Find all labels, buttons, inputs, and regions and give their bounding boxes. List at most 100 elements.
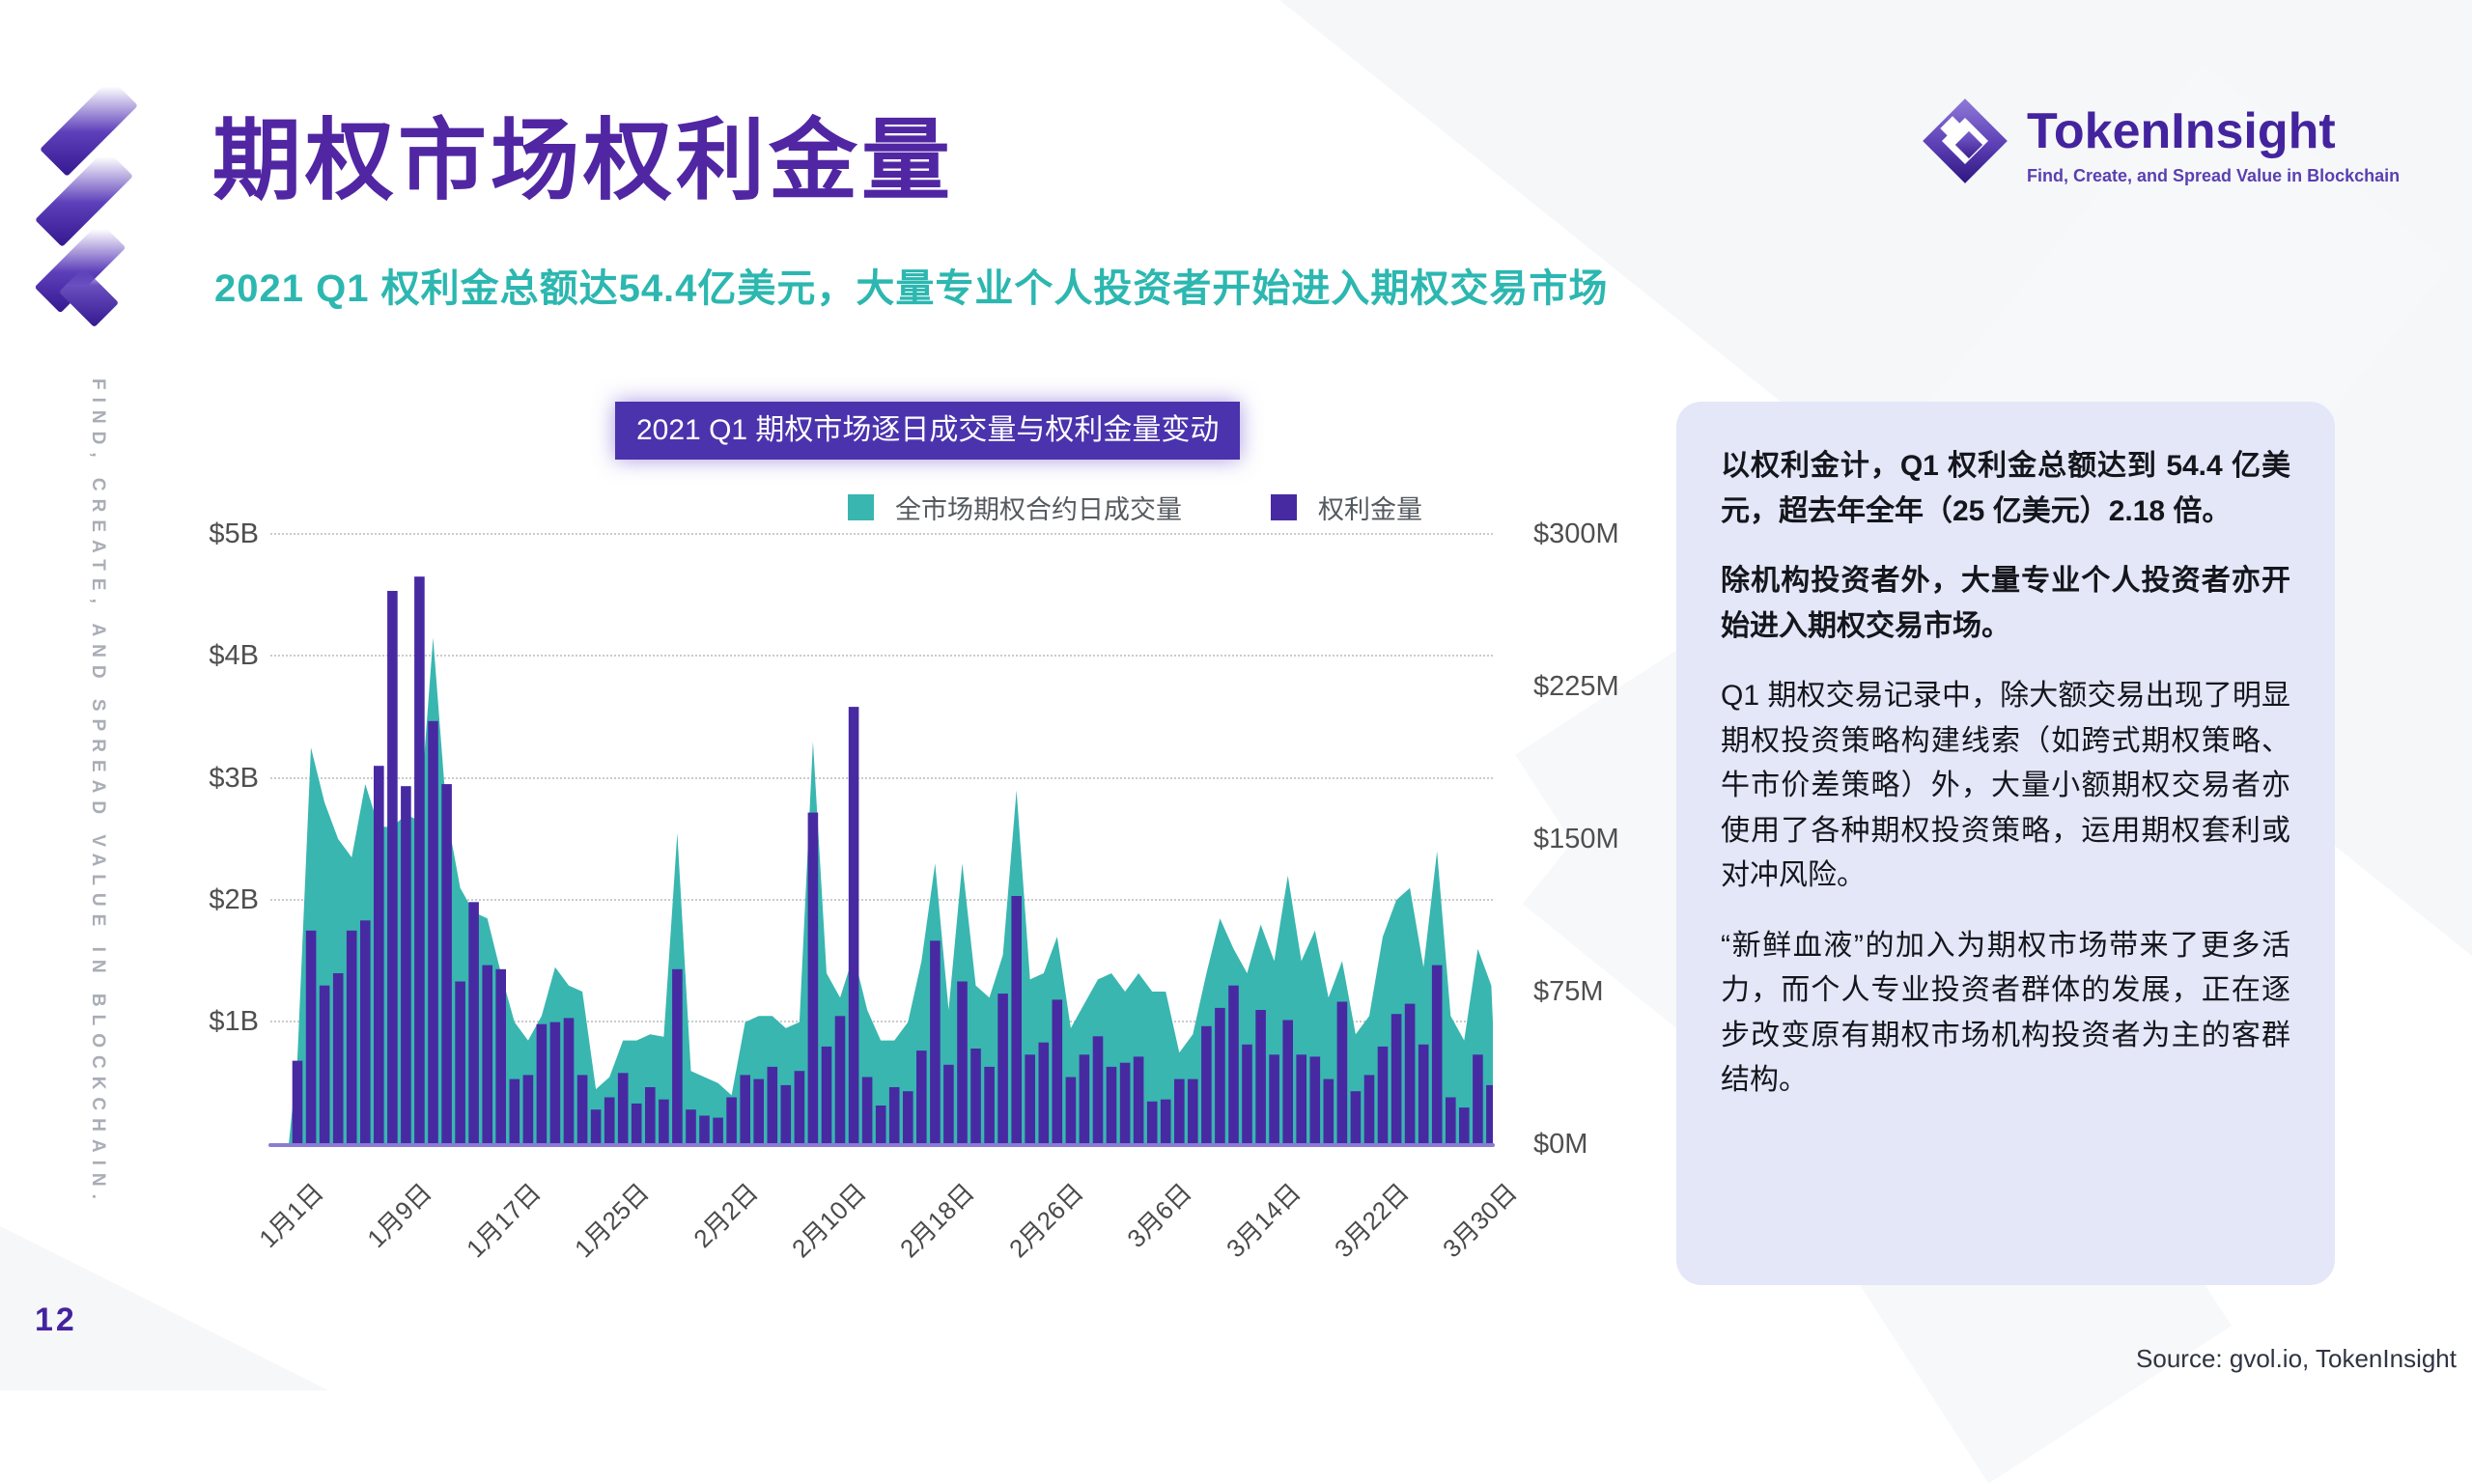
premium-bar: [848, 707, 859, 1144]
premium-bar: [726, 1097, 737, 1144]
premium-bar: [374, 766, 384, 1144]
logo-tagline: Find, Create, and Spread Value in Blockc…: [2027, 166, 2401, 185]
premium-bar: [659, 1099, 669, 1144]
gridline: [270, 777, 1493, 779]
premium-bar: [834, 1016, 846, 1144]
panel-paragraph: 除机构投资者外，大量专业个人投资者亦开始进入期权交易市场。: [1721, 565, 2290, 642]
premium-bar: [1025, 1054, 1035, 1144]
premium-bar: [1473, 1054, 1483, 1144]
panel-paragraph: 以权利金计，Q1 权利金总额达到 54.4 亿美元，超去年全年（25 亿美元）2…: [1721, 450, 2290, 527]
premium-bar: [970, 1049, 981, 1144]
premium-bar: [943, 1064, 954, 1144]
premium-bar: [1160, 1099, 1171, 1144]
premium-bar: [468, 902, 479, 1144]
premium-bar: [1255, 1010, 1266, 1144]
x-axis-label: 3月6日: [1121, 1177, 1197, 1253]
premium-bar: [1296, 1054, 1306, 1144]
x-axis-label: 3月22日: [1329, 1177, 1415, 1264]
legend-item-premium: 权利金量: [1271, 489, 1422, 526]
premium-bar: [821, 1046, 832, 1144]
premium-bar: [753, 1078, 764, 1144]
premium-bar: [441, 784, 452, 1144]
x-axis-label: 1月9日: [361, 1177, 437, 1253]
premium-bar: [740, 1075, 750, 1144]
x-axis-label: 2月2日: [688, 1177, 764, 1253]
x-axis-label: 2月10日: [786, 1177, 872, 1264]
y-axis-right-label: $0M: [1533, 1129, 1588, 1160]
tokeninsight-diamond-icon: [1917, 93, 2013, 189]
gridline: [270, 533, 1493, 535]
premium-bar: [414, 576, 425, 1144]
premium-bar: [549, 1022, 561, 1144]
y-axis-right-label: $300M: [1533, 518, 1619, 549]
premium-bar: [1486, 1084, 1493, 1144]
premium-bar: [930, 940, 941, 1144]
x-axis-label: 2月18日: [894, 1177, 980, 1264]
page-subtitle: 2021 Q1 权利金总额达54.4亿美元，大量专业个人投资者开始进入期权交易市…: [214, 267, 1609, 310]
tokeninsight-logo: TokenInsight Find, Create, and Spread Va…: [1917, 93, 2400, 189]
premium-bar: [672, 968, 683, 1144]
combo-chart-plot: [289, 576, 1493, 1144]
premium-bar: [1119, 1062, 1131, 1144]
x-axis-label: 1月1日: [253, 1177, 329, 1253]
premium-bar: [1269, 1054, 1279, 1144]
chart-title-badge: 2021 Q1 期权市场逐日成交量与权利金量变动: [615, 402, 1241, 460]
premium-bar: [604, 1097, 615, 1144]
source-note: Source: gvol.io, TokenInsight: [2136, 1344, 2457, 1373]
premium-bar: [807, 812, 819, 1144]
premium-bar: [1065, 1077, 1077, 1144]
premium-bar: [305, 930, 317, 1144]
legend-label-premium: 权利金量: [1318, 495, 1422, 524]
premium-bar: [1133, 1056, 1144, 1144]
premium-bar: [957, 981, 968, 1144]
premium-bar: [590, 1109, 602, 1144]
premium-bar: [1323, 1078, 1334, 1144]
premium-bar: [767, 1066, 778, 1144]
premium-bar: [509, 1078, 520, 1144]
premium-bar: [1011, 896, 1022, 1144]
x-axis-label: 2月26日: [1003, 1177, 1089, 1264]
legend-swatch-volume: [848, 494, 874, 520]
premium-bar: [1146, 1101, 1158, 1144]
premium-bar: [522, 1075, 534, 1144]
premium-bar: [576, 1075, 588, 1144]
premium-bar: [1446, 1097, 1456, 1144]
page-title: 期权市场权利金量: [212, 112, 955, 210]
premium-bar: [1309, 1056, 1321, 1144]
premium-bar: [1282, 1020, 1293, 1144]
premium-bar: [1228, 985, 1239, 1144]
premium-bar: [916, 1050, 927, 1144]
premium-bar: [319, 985, 330, 1144]
premium-bar: [903, 1091, 913, 1144]
premium-bar: [346, 930, 357, 1144]
premium-bar: [875, 1106, 886, 1144]
logo-name: TokenInsight: [2027, 103, 2336, 159]
chart-legend: 全市场期权合约日成交量 权利金量: [848, 489, 1422, 526]
premium-bar: [536, 1023, 548, 1144]
y-axis-left-label: $4B: [209, 640, 259, 671]
panel-paragraph: Q1 期权交易记录中，除大额交易出现了明显期权投资策略构建线索（如跨式期权策略、…: [1721, 680, 2290, 891]
y-axis-left-label: $2B: [209, 884, 259, 915]
premium-bar: [1350, 1091, 1362, 1144]
gridline: [270, 655, 1493, 657]
premium-bar: [617, 1073, 629, 1144]
premium-bar: [1052, 999, 1063, 1144]
gridline: [270, 1021, 1493, 1022]
premium-bar: [1174, 1078, 1185, 1144]
premium-bar: [1038, 1042, 1050, 1144]
decor-slash-icon: [35, 149, 133, 247]
y-axis-right-label: $150M: [1533, 824, 1619, 854]
premium-bar: [1377, 1046, 1389, 1144]
premium-bar: [997, 994, 1008, 1144]
y-axis-right-label: $75M: [1533, 976, 1604, 1007]
legend-item-volume: 全市场期权合约日成交量: [848, 489, 1182, 526]
premium-bar: [1242, 1044, 1252, 1144]
legend-swatch-premium: [1271, 494, 1297, 520]
premium-bar: [387, 591, 398, 1144]
panel-paragraph: “新鲜血液”的加入为期权市场带来了更多活力，而个人专业投资者群体的发展，正在逐步…: [1721, 929, 2290, 1097]
premium-bar: [563, 1018, 575, 1144]
premium-bar: [713, 1117, 723, 1144]
premium-bar: [428, 720, 438, 1144]
premium-bar: [1215, 1007, 1225, 1144]
premium-bar: [1092, 1036, 1104, 1144]
